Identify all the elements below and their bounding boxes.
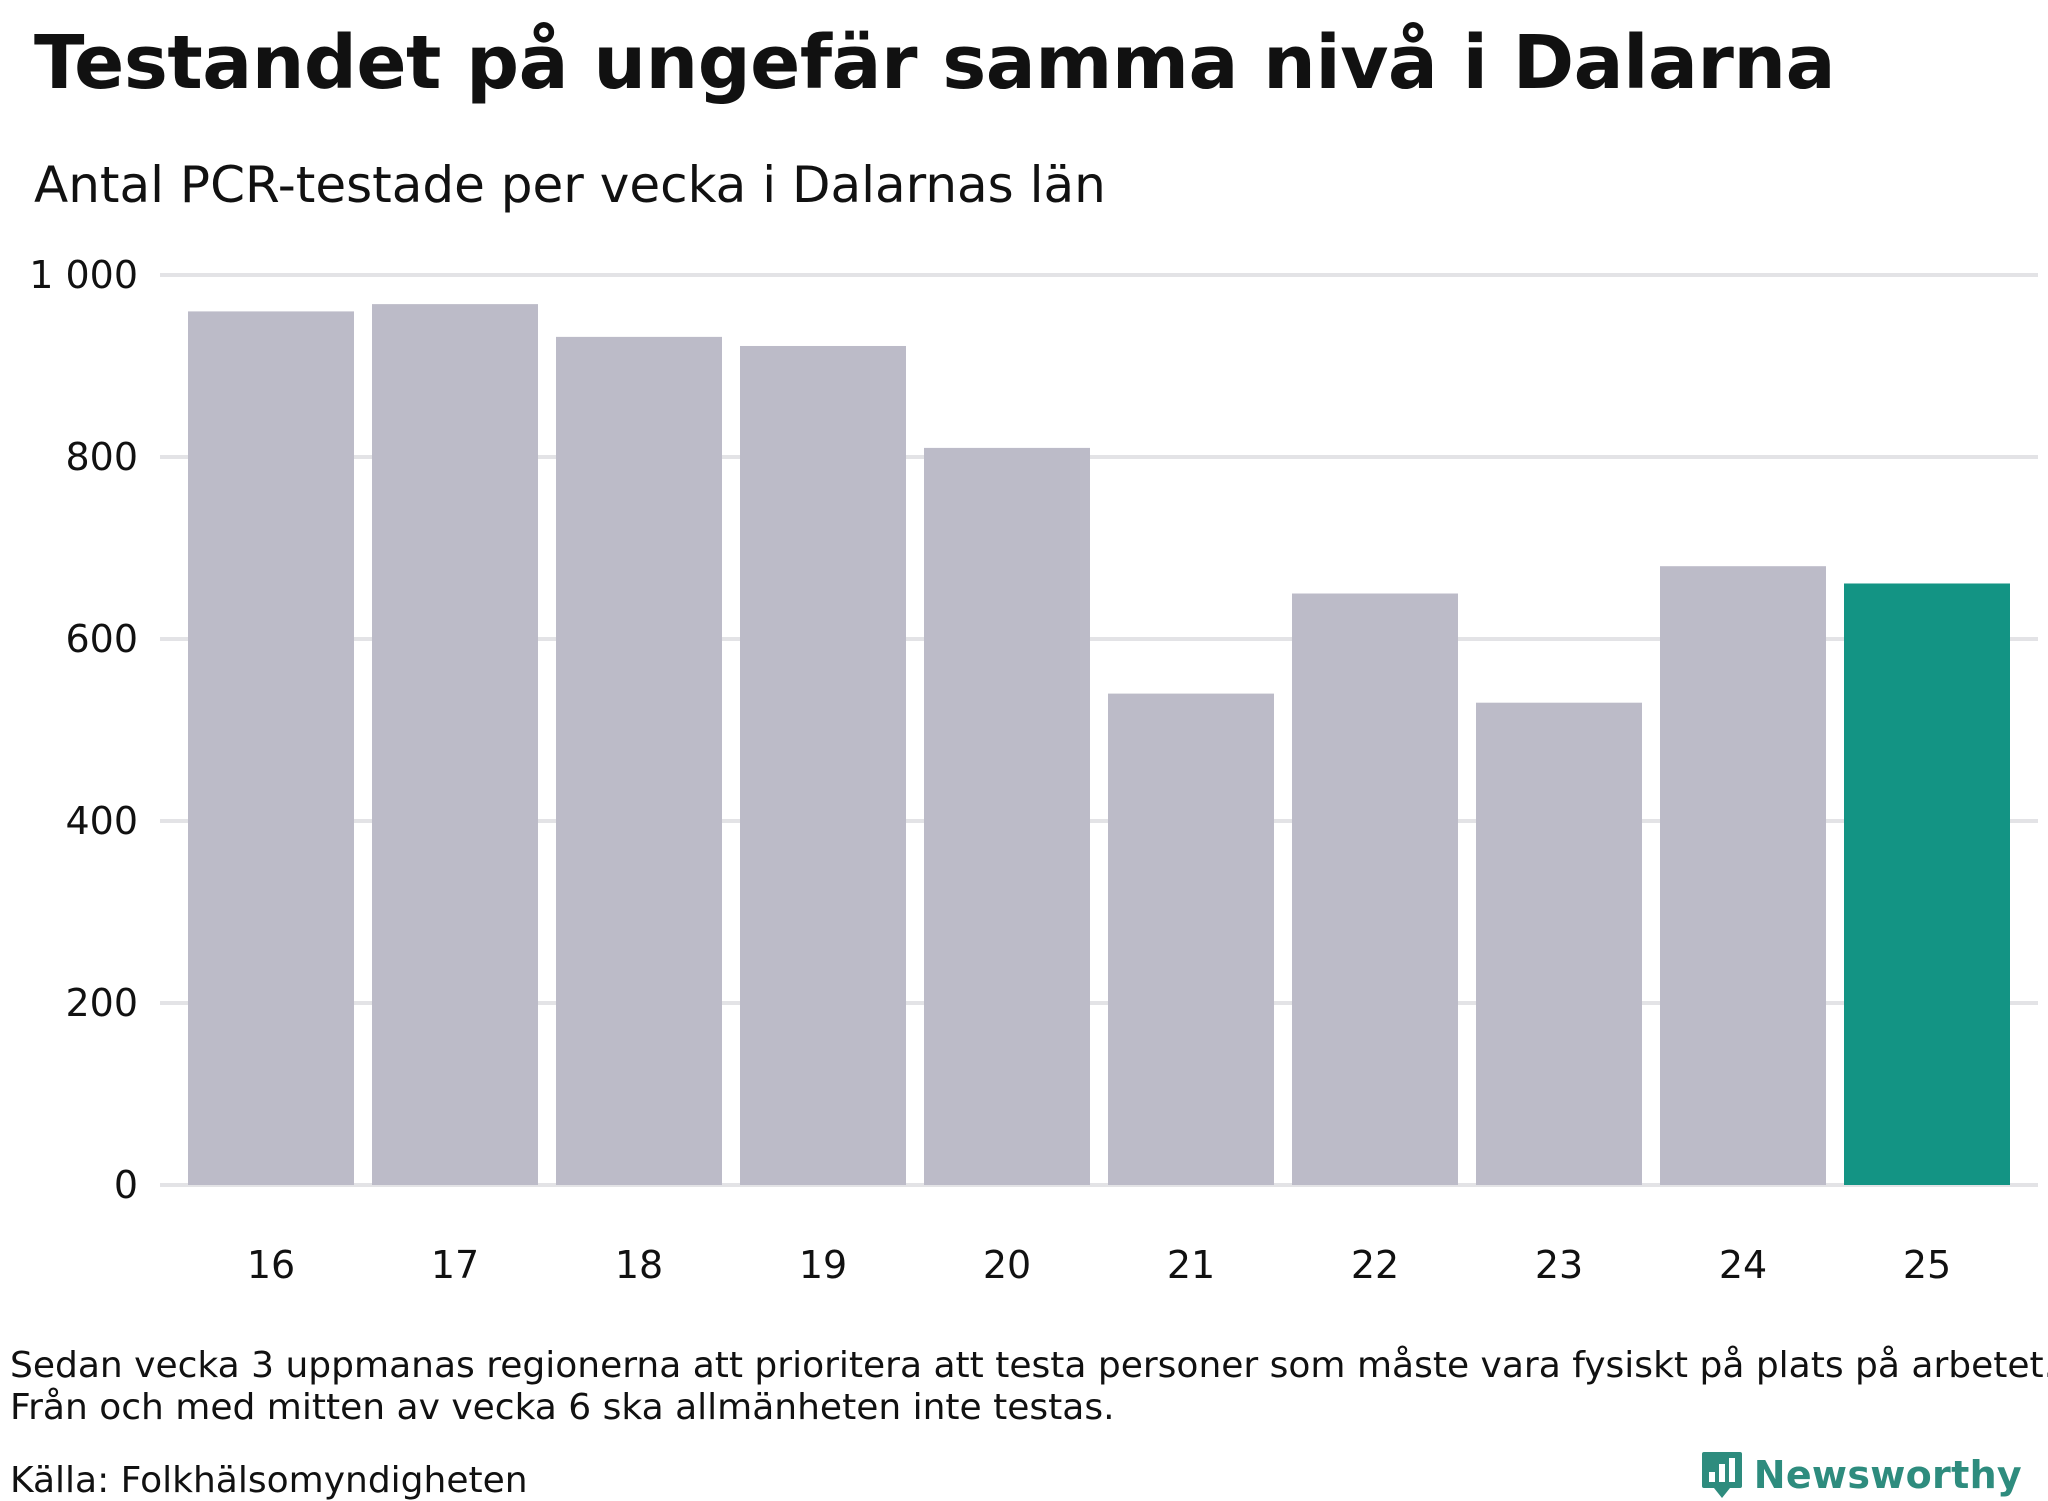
bar-week-21 (1108, 693, 1274, 1185)
bar-week-20 (924, 447, 1090, 1185)
x-tick-label: 24 (1719, 1243, 1767, 1287)
chart-title: Testandet på ungefär samma nivå i Dalarn… (34, 20, 1836, 106)
bar-week-19 (740, 345, 906, 1186)
bar-week-18 (556, 336, 722, 1185)
y-tick-label: 200 (65, 981, 138, 1025)
x-tick-label: 23 (1535, 1243, 1583, 1287)
bar-week-25 (1844, 583, 2010, 1185)
bar-week-17 (372, 304, 538, 1185)
footnote-line-2: Från och med mitten av vecka 6 ska allmä… (10, 1387, 1115, 1428)
y-tick-label: 0 (114, 1163, 138, 1207)
chart-subtitle: Antal PCR-testade per vecka i Dalarnas l… (34, 156, 1106, 214)
x-tick-label: 16 (247, 1243, 295, 1287)
bar-chart: 0 200 400 600 800 1 000 16 17 18 19 20 21 22 23 24 25 (29, 253, 2038, 1287)
x-tick-label: 19 (799, 1243, 847, 1287)
x-tick-label: 25 (1903, 1243, 1951, 1287)
footnote-line-1: Sedan vecka 3 uppmanas regionerna att pr… (10, 1345, 2048, 1386)
y-axis-ticks: 0 200 400 600 800 1 000 (29, 253, 138, 1207)
footnote: Sedan vecka 3 uppmanas regionerna att pr… (10, 1345, 2048, 1429)
y-tick-label: 400 (65, 799, 138, 843)
bar-week-22 (1292, 593, 1458, 1185)
y-tick-label: 800 (65, 435, 138, 479)
x-tick-label: 20 (983, 1243, 1031, 1287)
x-tick-label: 18 (615, 1243, 663, 1287)
bar-chart-logo-icon (1701, 1452, 1742, 1498)
x-axis-ticks: 16 17 18 19 20 21 22 23 24 25 (247, 1243, 1951, 1287)
x-tick-label: 21 (1167, 1243, 1215, 1287)
bar-week-24 (1660, 566, 1826, 1185)
x-tick-label: 22 (1351, 1243, 1399, 1287)
newsworthy-logo: Newsworthy (1700, 1450, 2022, 1500)
bar-week-16 (188, 311, 354, 1185)
y-tick-label: 600 (65, 617, 138, 661)
brand-name: Newsworthy (1753, 1453, 2022, 1497)
y-tick-label: 1 000 (29, 253, 138, 297)
x-tick-label: 17 (431, 1243, 479, 1287)
bar-week-23 (1476, 702, 1642, 1185)
source-label: Källa: Folkhälsomyndigheten (10, 1460, 528, 1501)
bars (188, 304, 2010, 1186)
